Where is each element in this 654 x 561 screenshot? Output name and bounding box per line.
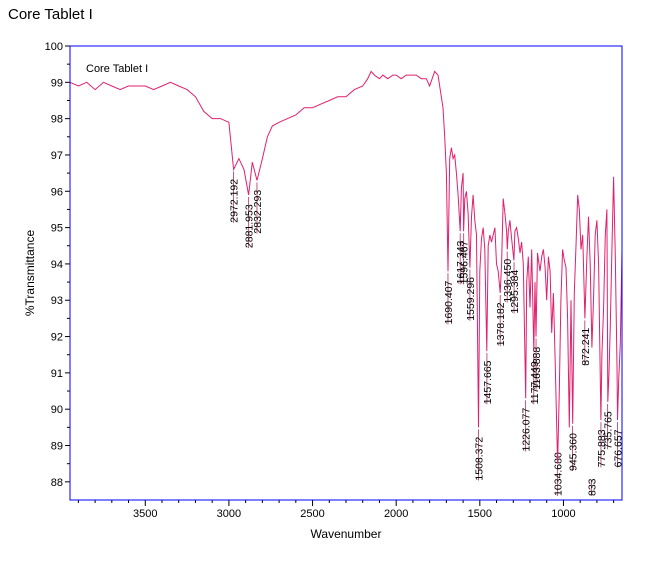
peak-label: 1690.407 <box>443 280 455 324</box>
x-tick-label: 2000 <box>384 508 408 520</box>
y-tick-label: 94 <box>51 259 63 271</box>
y-tick-label: 99 <box>51 77 63 89</box>
peak-label: 1177.449 <box>529 361 541 404</box>
peak-label: 1559.296 <box>465 277 477 321</box>
x-tick-label: 3500 <box>133 508 157 520</box>
peak-label: 1457.665 <box>482 360 494 404</box>
peak-label: 945.360 <box>568 433 580 471</box>
peak-label: 1226.077 <box>521 408 533 452</box>
y-tick-label: 89 <box>51 441 63 453</box>
y-tick-label: 90 <box>51 404 63 416</box>
x-tick-label: 1500 <box>468 508 492 520</box>
x-tick-label: 3000 <box>217 508 241 520</box>
peak-label: 872.241 <box>580 328 592 366</box>
y-tick-label: 93 <box>51 295 63 307</box>
peak-label: 833 <box>586 478 598 496</box>
x-axis-label: Wavenumber <box>311 527 382 541</box>
x-tick-label: 1000 <box>551 508 575 520</box>
peak-label: 735.765 <box>603 411 615 449</box>
y-tick-label: 98 <box>51 114 63 126</box>
peak-label: 1295.384 <box>509 270 521 314</box>
peak-label: 1163.888 <box>531 347 543 390</box>
plot-frame <box>69 45 623 501</box>
peak-label: 2881.953 <box>244 204 256 248</box>
peak-label: 1336.450 <box>502 259 514 303</box>
legend-label: Core Tablet I <box>86 63 148 75</box>
spectrum-series-line <box>69 70 623 464</box>
peak-label: 1617.343 <box>455 240 467 284</box>
peak-label: 1378.182 <box>495 302 507 346</box>
y-tick-label: 97 <box>51 150 63 162</box>
axis-ticks: 88 89 90 91 92 93 94 95 96 97 98 99 100 3500 3000 2500 2… <box>45 41 615 520</box>
y-tick-label: 91 <box>51 368 63 380</box>
peak-label: 1508.372 <box>473 437 485 481</box>
y-tick-label: 95 <box>51 223 63 235</box>
y-tick-label: 88 <box>51 477 63 489</box>
y-tick-label: 92 <box>51 332 63 344</box>
y-tick-label: 100 <box>45 41 63 53</box>
peak-label: 2972.192 <box>229 179 241 223</box>
peak-label: 1034.680 <box>553 452 565 496</box>
peak-label: 676.657 <box>613 429 625 467</box>
page-title: Core Tablet I <box>8 6 93 23</box>
y-tick-label: 96 <box>51 186 63 198</box>
peak-label: 775.883 <box>596 429 608 467</box>
y-axis-label: %Transmittance <box>23 230 37 317</box>
peak-label: 2832.293 <box>252 190 264 234</box>
peak-label: 1596.467 <box>459 240 471 284</box>
x-tick-label: 2500 <box>300 508 324 520</box>
